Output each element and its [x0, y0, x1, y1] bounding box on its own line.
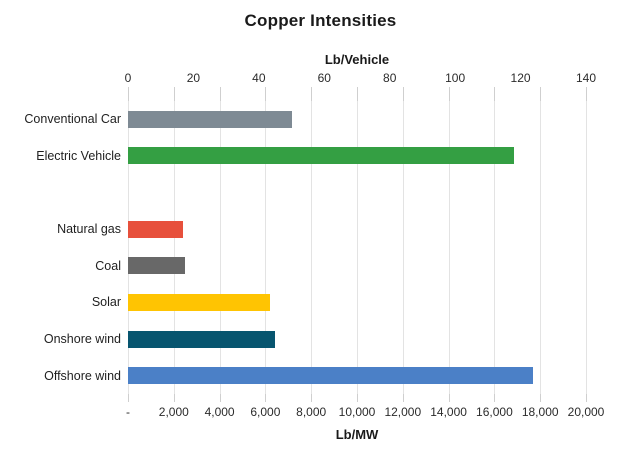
category-label: Onshore wind	[43, 332, 121, 347]
axis-tick-mark	[357, 87, 358, 101]
axis-tick-mark	[265, 87, 267, 101]
axis-tick-mark	[448, 87, 450, 101]
top-axis-tick-label: 140	[575, 71, 597, 85]
bottom-axis-tick-label: 10,000	[338, 405, 376, 419]
chart-title: Copper Intensities	[244, 11, 397, 30]
bottom-axis-tick-label: 14,000	[430, 405, 467, 419]
axis-tick-mark	[357, 394, 358, 402]
axis-tick-mark	[586, 87, 587, 101]
axis-tick-mark	[311, 87, 313, 101]
axis-tick-mark	[540, 394, 542, 402]
category-label: Conventional Car	[24, 112, 121, 127]
bottom-axis-title: Lb/MW	[335, 427, 379, 442]
top-axis-tick-label: 0	[124, 71, 132, 85]
bottom-axis-tick-label: 6,000	[250, 405, 281, 419]
bar-conventional-car	[128, 110, 292, 128]
bottom-axis-tick-label: 12,000	[384, 405, 422, 419]
gridline	[586, 101, 587, 394]
axis-tick-mark	[494, 394, 496, 402]
gridline	[540, 101, 542, 394]
axis-tick-mark	[402, 87, 404, 101]
gridline	[494, 101, 496, 394]
bottom-axis-tick-label: 4,000	[204, 405, 235, 419]
bottom-axis-tick-label: 8,000	[296, 405, 327, 419]
axis-tick-mark	[173, 394, 175, 402]
bar-offshore-wind	[128, 367, 534, 385]
gridline	[448, 101, 450, 394]
bottom-axis-tick-label: 2,000	[158, 405, 189, 419]
plot-area	[128, 87, 587, 402]
axis-tick-mark	[494, 87, 496, 101]
axis-tick-mark	[265, 394, 267, 402]
axis-tick-mark	[448, 394, 450, 402]
category-label: Offshore wind	[44, 368, 121, 383]
category-label: Electric Vehicle	[36, 148, 121, 163]
top-axis-tick-label: 60	[317, 71, 331, 85]
axis-tick-mark	[173, 87, 175, 101]
top-axis-tick-label: 80	[383, 71, 397, 85]
axis-tick-mark	[586, 394, 587, 402]
bar-onshore-wind	[128, 330, 275, 348]
axis-tick-mark	[402, 394, 404, 402]
category-label: Coal	[95, 258, 121, 273]
category-label: Natural gas	[57, 222, 121, 237]
axis-tick-mark	[540, 87, 542, 101]
gridline	[173, 101, 175, 394]
gridline	[128, 101, 129, 394]
bar-coal	[128, 257, 186, 275]
top-axis-tick-label: 100	[445, 71, 466, 85]
gridline	[357, 101, 358, 394]
bottom-axis-tick-label: 16,000	[476, 405, 513, 419]
top-axis-tick-label: 20	[186, 71, 201, 85]
bar-natural-gas	[128, 220, 183, 238]
gridline	[311, 101, 313, 394]
gridline	[219, 101, 221, 394]
axis-tick-mark	[311, 394, 313, 402]
bottom-axis-tick-label: 18,000	[521, 405, 559, 419]
bar-solar	[128, 293, 270, 311]
axis-tick-mark	[128, 87, 129, 101]
top-axis-tick-label: 40	[252, 71, 266, 85]
axis-tick-mark	[219, 394, 221, 402]
top-axis-tick-label: 120	[510, 71, 531, 85]
bottom-axis-tick-label: 20,000	[567, 405, 605, 419]
bar-electric-vehicle	[128, 147, 515, 165]
top-axis-title: Lb/Vehicle	[324, 52, 390, 67]
axis-tick-mark	[219, 87, 221, 101]
category-label: Solar	[91, 295, 121, 310]
axis-tick-mark	[128, 394, 129, 402]
gridline	[402, 101, 404, 394]
gridline	[265, 101, 267, 394]
bottom-axis-tick-label: -	[126, 405, 130, 419]
